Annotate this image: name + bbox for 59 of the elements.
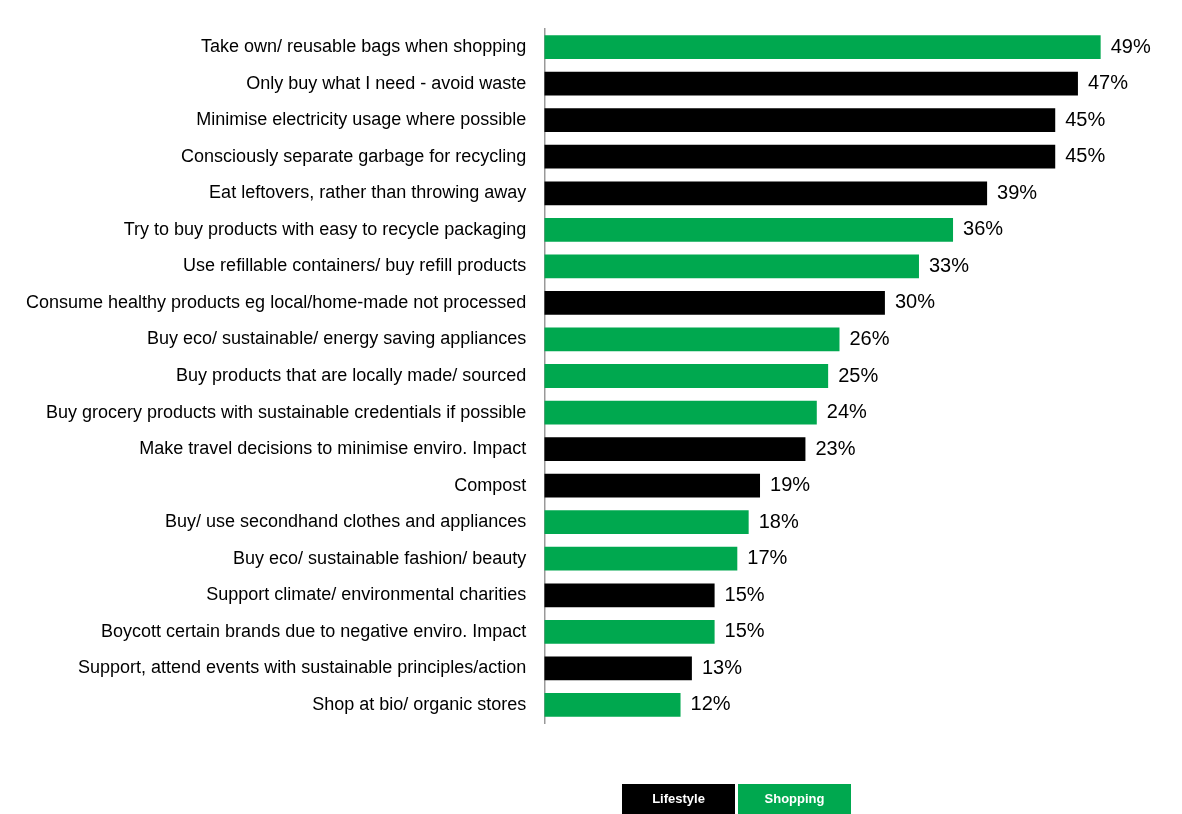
data-label: 17%: [747, 546, 788, 569]
data-label: 24%: [826, 400, 868, 423]
y-tick-label: Minimise electricity usage where possible: [196, 109, 527, 130]
data-label: 45%: [1065, 144, 1106, 167]
y-tick-label: Shop at bio/ organic stores: [312, 693, 527, 714]
data-label: 13%: [701, 655, 743, 678]
y-tick-label: Only buy what I need - avoid waste: [246, 72, 527, 93]
bar: [544, 546, 738, 571]
data-label: 30%: [894, 290, 936, 313]
y-tick-label: Buy/ use secondhand clothes and appliances: [165, 511, 527, 532]
data-label: 25%: [838, 363, 879, 386]
text: Shopping: [738, 784, 851, 814]
y-tick-label: Boycott certain brands due to negative enviro. Impact: [101, 620, 527, 641]
data-label: 26%: [849, 326, 890, 349]
bar: [544, 400, 817, 425]
bar: [544, 693, 681, 717]
bar: [544, 473, 761, 498]
data-label: 49%: [1110, 34, 1151, 57]
data-label: 12%: [690, 692, 731, 715]
bar: [544, 217, 954, 242]
bar: [544, 437, 806, 461]
bar: [544, 71, 1078, 96]
y-tick-label: Use refillable containers/ buy refill products: [183, 255, 527, 276]
data-label: 39%: [997, 180, 1038, 203]
bar: [544, 656, 692, 681]
bar: [544, 144, 1056, 169]
bar: [544, 510, 749, 535]
y-tick-label: Buy eco/ sustainable/ energy saving appliances: [147, 328, 527, 349]
bar: [544, 327, 840, 352]
bar: [544, 364, 829, 388]
y-tick-label: Try to buy products with easy to recycle packaging: [123, 218, 527, 239]
data-label: 15%: [724, 582, 765, 605]
y-tick-label: Buy products that are locally made/ sourced: [176, 364, 527, 385]
y-tick-label: Make travel decisions to minimise enviro. Impact: [139, 438, 527, 459]
bar: [544, 619, 715, 644]
y-tick-label: Consume healthy products eg local/home-made not processed: [25, 291, 527, 312]
y-tick-label: Support, attend events with sustainable principles/action: [78, 657, 527, 678]
data-label: 15%: [724, 619, 765, 642]
bar: [544, 181, 988, 206]
data-label: 33%: [928, 253, 970, 276]
data-label: 47%: [1087, 71, 1129, 94]
bar: [544, 108, 1056, 133]
y-tick-label: Consciously separate garbage for recycling: [181, 145, 527, 166]
text: Lifestyle: [622, 784, 735, 814]
data-label: 36%: [963, 217, 1004, 240]
y-tick-label: Compost: [454, 474, 527, 495]
data-label: 45%: [1065, 107, 1106, 130]
bar: [544, 583, 715, 608]
y-tick-label: Eat leftovers, rather than throwing away: [209, 182, 527, 203]
y-tick-label: Buy grocery products with sustainable credentials if possible: [46, 401, 527, 422]
data-label: 23%: [815, 436, 856, 459]
bar: [544, 291, 885, 315]
data-label: 19%: [770, 473, 811, 496]
y-tick-label: Take own/ reusable bags when shopping: [201, 36, 527, 57]
bar: [544, 254, 919, 279]
data-label: 18%: [758, 509, 799, 532]
y-tick-label: Buy eco/ sustainable fashion/ beauty: [233, 547, 527, 568]
y-tick-label: Support climate/ environmental charities: [206, 584, 527, 605]
bar: [544, 35, 1101, 59]
